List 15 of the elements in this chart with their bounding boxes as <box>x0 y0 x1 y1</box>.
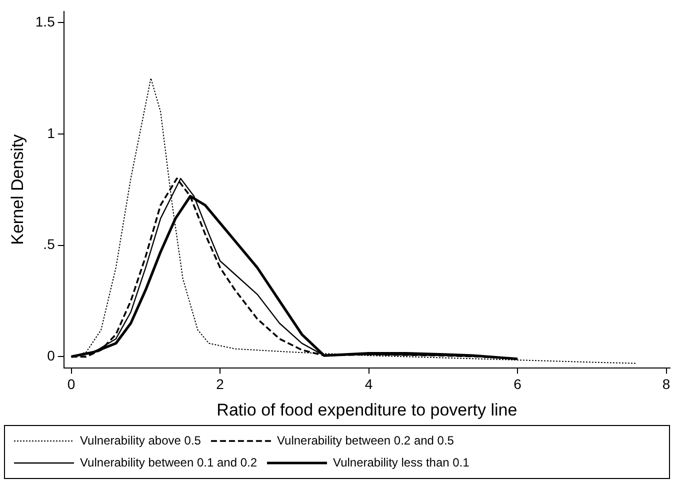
x-tick-label: 0 <box>67 376 76 392</box>
legend-label: Vulnerability above 0.5 <box>80 433 202 448</box>
x-tick-label: 8 <box>662 376 670 392</box>
legend-label: Vulnerability between 0.1 and 0.2 <box>80 455 258 470</box>
x-tick-label: 2 <box>216 376 224 392</box>
x-tick-label: 6 <box>514 376 522 392</box>
y-axis-title: Kernel Density <box>8 134 27 245</box>
y-tick-label: 1.5 <box>35 13 56 30</box>
y-tick-label: .5 <box>43 236 56 252</box>
legend-label: Vulnerability less than 0.1 <box>333 455 470 470</box>
y-tick-label: 1 <box>47 124 56 141</box>
y-tick-label: 0 <box>47 348 56 364</box>
legend-label: Vulnerability between 0.2 and 0.5 <box>276 433 454 448</box>
x-axis-title: Ratio of food expenditure to poverty line <box>216 400 518 420</box>
x-tick-label: 4 <box>364 376 373 392</box>
